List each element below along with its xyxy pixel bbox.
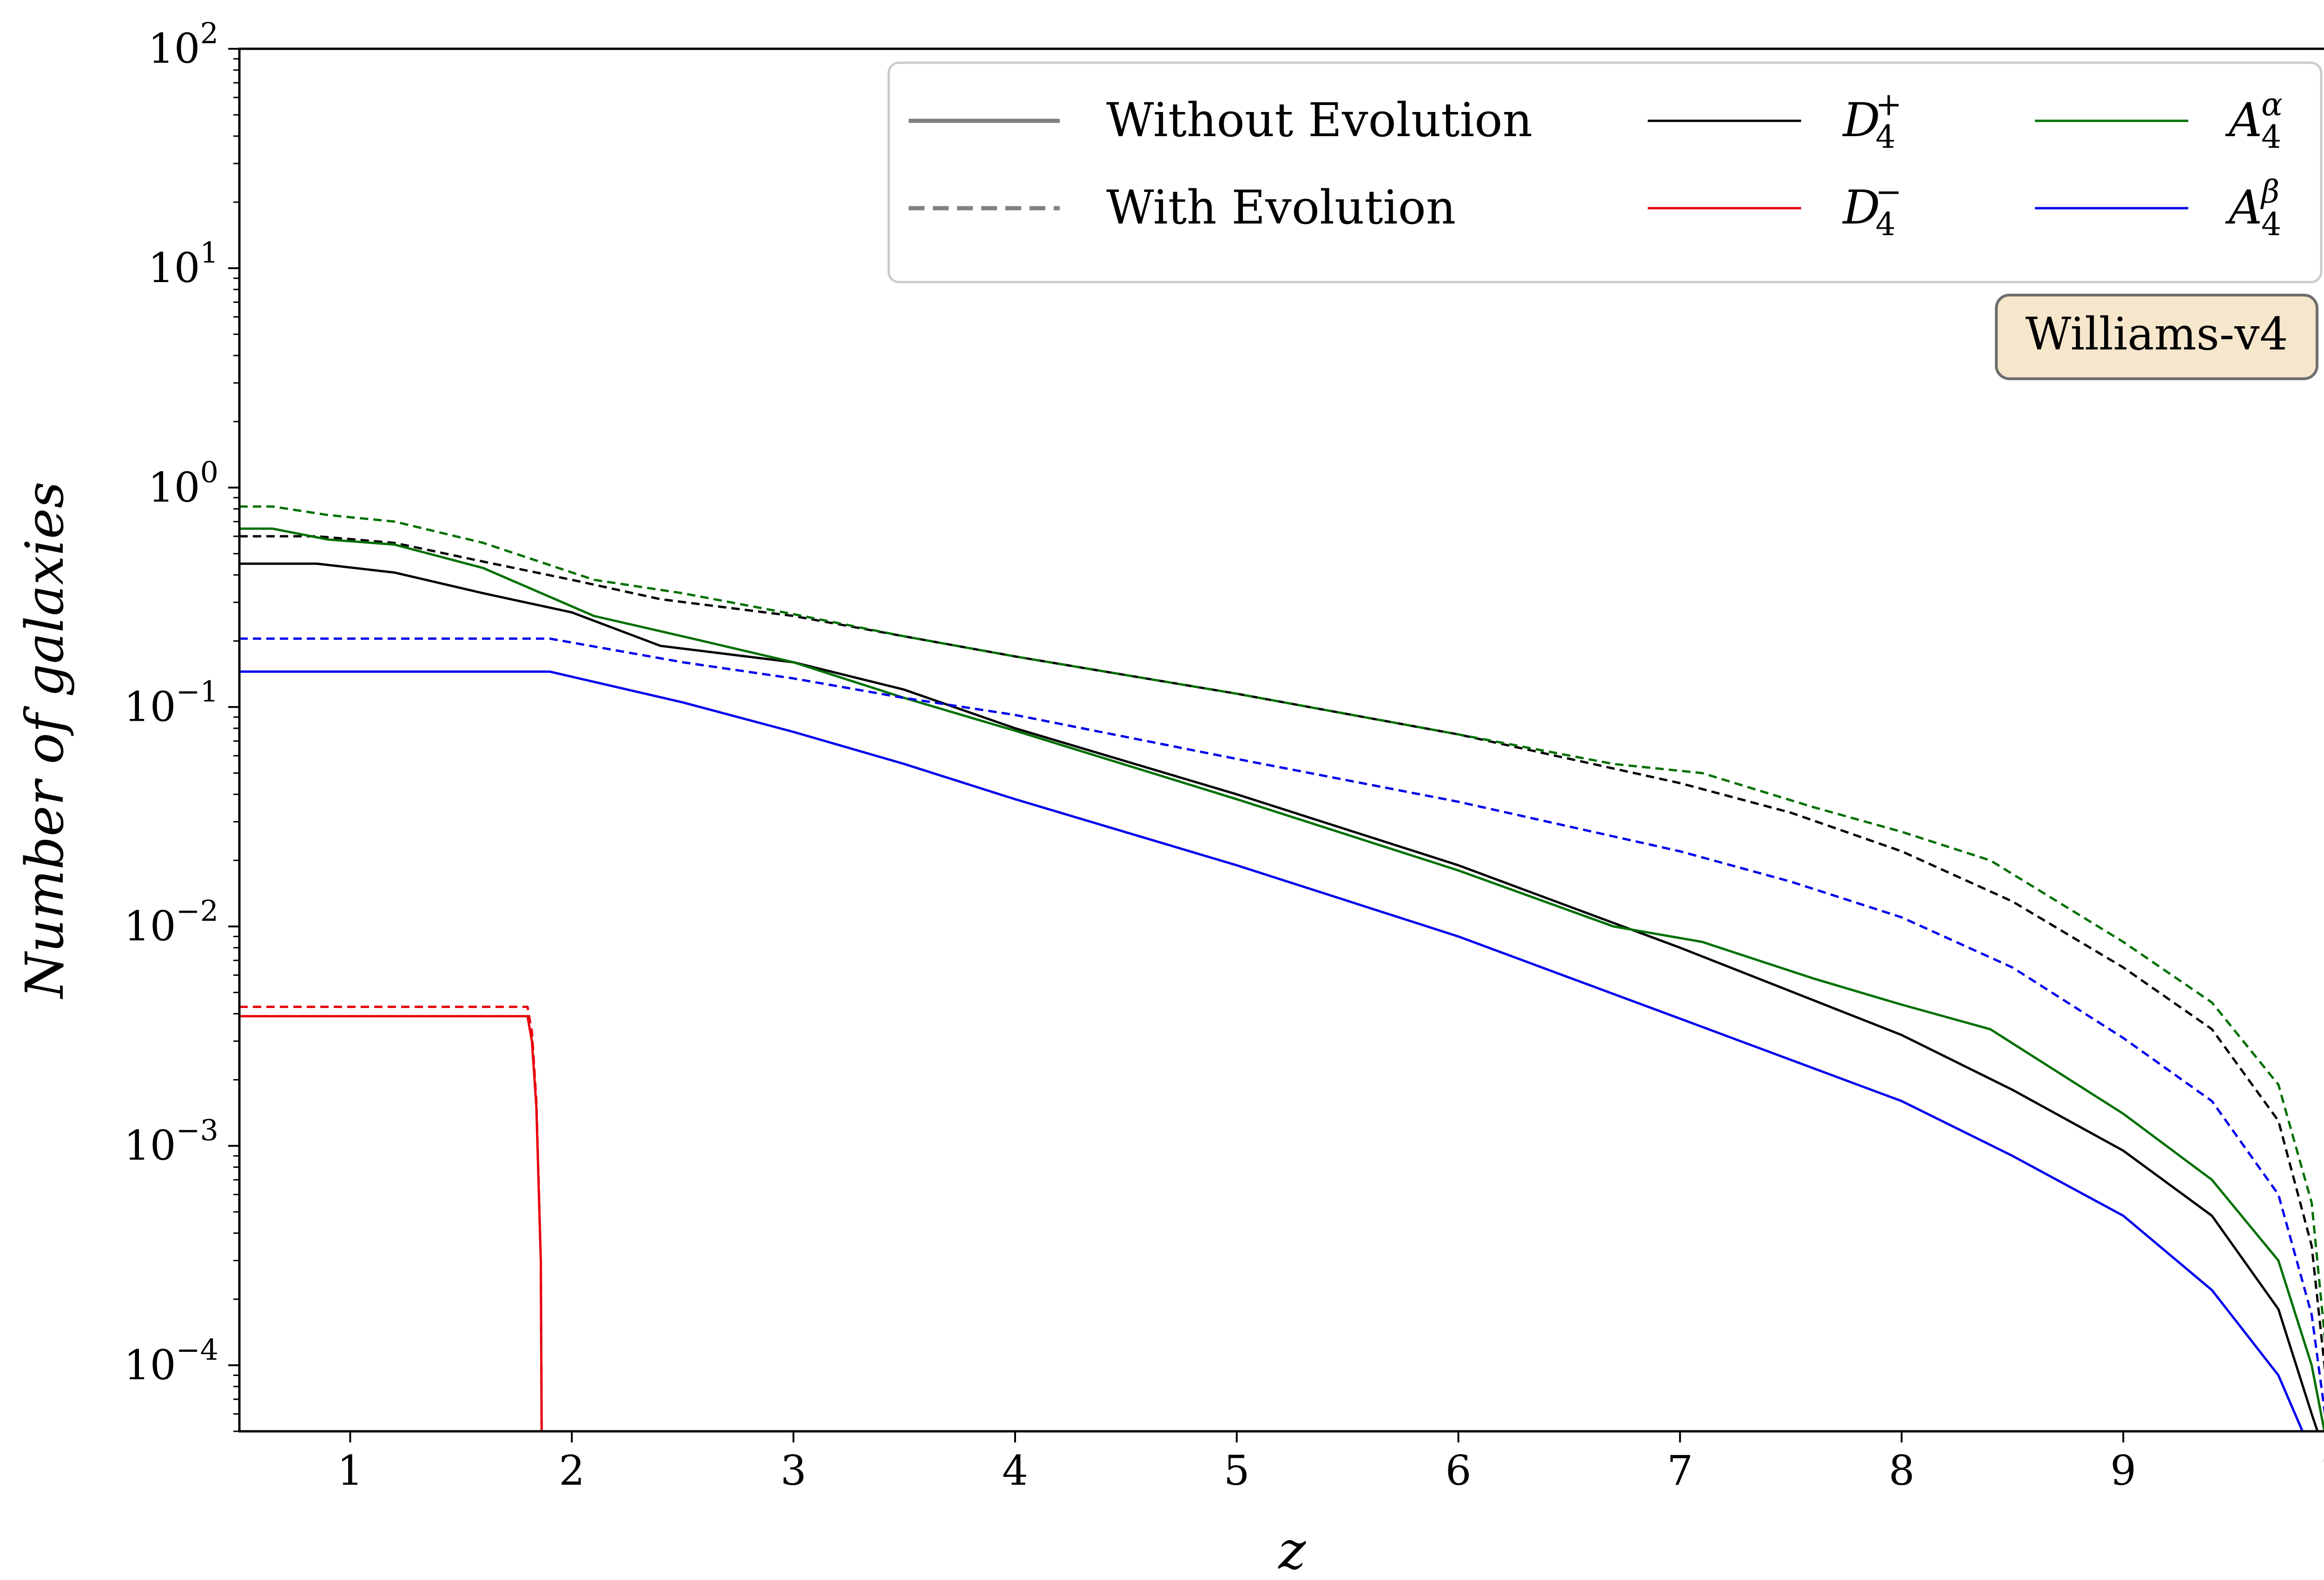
- y-tick-label: 10−1: [124, 674, 218, 731]
- series-line-A4-without-evolution: [239, 527, 2324, 1431]
- legend-model-symbol: D: [1842, 180, 1880, 235]
- x-tick-label: 3: [780, 1447, 806, 1494]
- legend-model-symbol: A: [2225, 180, 2262, 235]
- y-tick-label: 100: [148, 455, 218, 511]
- y-tick-exponent: −3: [176, 1113, 218, 1147]
- legend-model-superscript: +: [1875, 86, 1902, 123]
- plot-frame: [238, 47, 2324, 1433]
- y-tick-base: 10: [124, 1122, 176, 1170]
- y-tick-base: 10: [124, 902, 176, 950]
- x-tick-label: 1: [337, 1447, 363, 1494]
- series-line-D4-without-evolution: [239, 562, 2319, 1431]
- series-line-A4-with-evolution: [239, 637, 2324, 1415]
- legend-label-solid: Without Evolution: [1106, 93, 1532, 147]
- y-tick-label: 102: [148, 16, 218, 72]
- y-tick-exponent: 2: [200, 16, 218, 50]
- y-tick-base: 10: [124, 1341, 176, 1389]
- legend-model-subscript: 4: [2261, 119, 2281, 156]
- y-tick-base: 10: [124, 683, 176, 731]
- legend-model-subscript: 4: [1875, 119, 1895, 156]
- x-tick-label: 2: [559, 1447, 585, 1494]
- y-tick-label: 10−2: [124, 894, 218, 950]
- dataset-annotation: Williams-v4: [1995, 294, 2318, 380]
- x-tick-label: 8: [1888, 1447, 1915, 1494]
- legend-model-symbol: D: [1842, 93, 1880, 147]
- y-tick-base: 10: [148, 463, 200, 511]
- y-tick-base: 10: [148, 244, 200, 292]
- annotation-box: [1995, 294, 2318, 380]
- legend-model-subscript: 4: [2261, 206, 2281, 243]
- legend-model-superscript: β: [2260, 174, 2279, 211]
- series-layer: [239, 505, 2324, 1431]
- legend-label-dashed: With Evolution: [1106, 180, 1456, 235]
- y-tick-exponent: 1: [200, 236, 218, 270]
- annotation-text: Williams-v4: [2025, 308, 2288, 360]
- series-line-A4-with-evolution: [239, 505, 2324, 1342]
- y-tick-exponent: −2: [176, 894, 218, 928]
- y-tick-exponent: −1: [176, 674, 218, 708]
- x-tick-label: 4: [1002, 1447, 1028, 1494]
- x-axis-label: z: [1277, 1521, 1306, 1580]
- x-tick-label: 7: [1667, 1447, 1693, 1494]
- series-line-A4-without-evolution: [239, 670, 2304, 1431]
- y-tick-label: 10−3: [124, 1113, 218, 1170]
- y-axis-label: Number of galaxies: [15, 481, 75, 1000]
- y-tick-label: 101: [148, 236, 218, 292]
- series-line-D4-with-evolution: [239, 535, 2324, 1372]
- y-tick-exponent: −4: [176, 1333, 218, 1367]
- legend-model-superscript: α: [2261, 86, 2283, 123]
- y-tick-base: 10: [148, 25, 200, 72]
- legend-model-subscript: 4: [1875, 206, 1895, 243]
- x-tick-label: 9: [2110, 1447, 2136, 1494]
- legend-model-superscript: −: [1875, 174, 1902, 211]
- x-tick-label: 5: [1224, 1447, 1250, 1494]
- x-tick-label: 10: [2319, 1447, 2324, 1494]
- y-tick-exponent: 0: [200, 455, 218, 489]
- legend-box: [887, 61, 2323, 283]
- x-tick-label: 6: [1446, 1447, 1472, 1494]
- y-tick-label: 10−4: [124, 1333, 218, 1389]
- legend-model-symbol: A: [2225, 93, 2262, 147]
